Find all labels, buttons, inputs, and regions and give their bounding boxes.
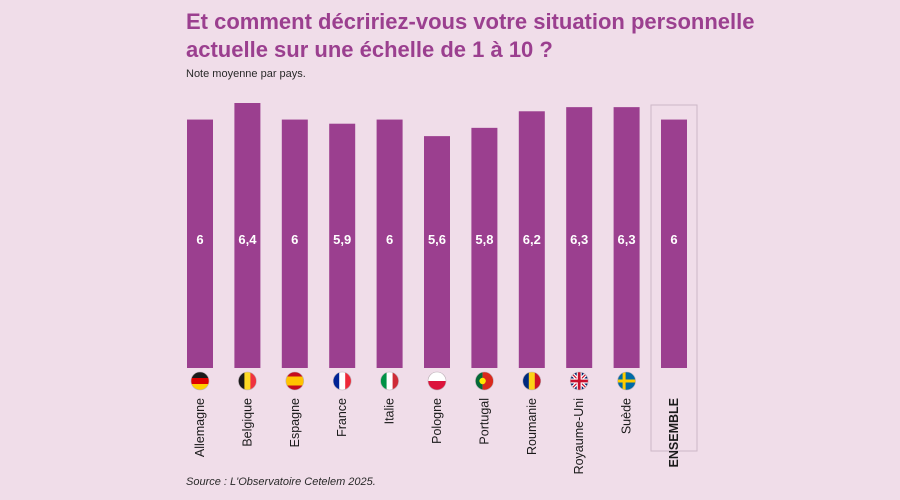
category-label: ENSEMBLE [667, 398, 681, 467]
bar-ensemble [661, 119, 687, 368]
value-label: 5,6 [428, 232, 446, 247]
category-label: Italie [383, 398, 397, 424]
bar-royaume-uni [566, 107, 593, 368]
bar-france [329, 123, 356, 368]
category-label: Allemagne [193, 398, 207, 457]
bar-su-de [613, 107, 640, 368]
value-label: 6 [196, 232, 203, 247]
value-label: 6 [386, 232, 393, 247]
category-label: Portugal [477, 398, 491, 445]
value-label: 6,4 [238, 232, 257, 247]
category-label: Suède [620, 398, 634, 434]
value-label: 5,9 [333, 232, 351, 247]
value-label: 6 [670, 232, 677, 247]
value-label: 6 [291, 232, 298, 247]
romania-flag-icon [522, 371, 542, 391]
category-label: Belgique [240, 398, 254, 447]
italy-flag-icon [380, 371, 399, 391]
category-label: Royaume-Uni [572, 398, 586, 474]
chart-subtitle: Note moyenne par pays. [186, 68, 306, 80]
value-label: 6,3 [618, 232, 636, 247]
bar-espagne [281, 119, 308, 368]
portugal-flag-icon [475, 371, 494, 391]
bar-pologne [424, 136, 450, 368]
poland-flag-icon [427, 371, 447, 391]
ensemble-highlight-box [650, 104, 698, 452]
bar-roumanie [518, 111, 545, 368]
bar-portugal [471, 127, 498, 368]
value-label: 6,2 [523, 232, 541, 247]
spain-flag-icon [285, 371, 305, 391]
category-label: Roumanie [525, 398, 539, 455]
source-note: Source : L'Observatoire Cetelem 2025. [186, 476, 376, 488]
sweden-flag-icon [617, 371, 636, 391]
uk-flag-icon [569, 371, 589, 391]
category-label: Pologne [430, 398, 444, 444]
bar-italie [376, 119, 403, 368]
chart-title: Et comment décririez-vous votre situatio… [186, 9, 755, 62]
value-label: 5,8 [475, 232, 493, 247]
bar-allemagne [187, 119, 213, 368]
category-label: Espagne [288, 398, 302, 447]
france-flag-icon [332, 371, 352, 391]
value-label: 6,3 [570, 232, 588, 247]
category-label: France [335, 398, 349, 437]
belgium-flag-icon [238, 371, 257, 391]
bar-belgique [234, 103, 261, 368]
germany-flag-icon [190, 371, 210, 391]
